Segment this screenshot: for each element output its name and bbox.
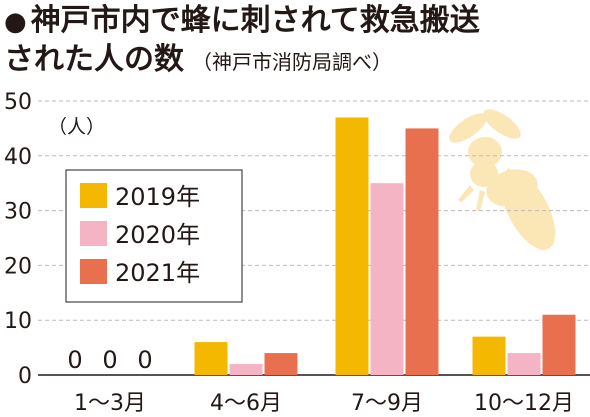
title-bullet: ● xyxy=(4,7,27,37)
y-tick-label: 50 xyxy=(4,90,32,115)
bar xyxy=(264,353,298,375)
bar xyxy=(405,128,439,375)
bar xyxy=(472,336,506,375)
legend: 2019年 2020年 2021年 xyxy=(65,169,243,303)
y-tick-label: 20 xyxy=(4,254,32,279)
zero-value-label: 0 xyxy=(137,346,152,374)
legend-swatch xyxy=(80,183,107,208)
legend-label: 2019年 xyxy=(115,183,200,211)
x-tick-label: 7～9月 xyxy=(351,391,423,416)
chart-title: ● 神戸市内で蜂に刺されて救急搬送 された人の数 （神戸市消防局調べ） xyxy=(4,2,590,81)
legend-label: 2020年 xyxy=(115,221,200,249)
bar xyxy=(507,353,541,375)
title-line-2: された人の数 （神戸市消防局調べ） xyxy=(4,41,590,81)
x-tick-label: 4～6月 xyxy=(210,391,282,416)
y-tick-label: 40 xyxy=(4,145,32,170)
zero-value-label: 0 xyxy=(67,346,82,374)
title-text-1: 神戸市内で蜂に刺されて救急搬送 xyxy=(30,3,480,38)
bar xyxy=(370,183,404,375)
bar xyxy=(335,117,369,375)
bee-icon xyxy=(449,109,556,250)
legend-label: 2021年 xyxy=(115,259,200,287)
x-axis: 1～3月 4～6月 7～9月 10～12月 xyxy=(74,391,574,416)
y-axis: 0 10 20 30 40 50 xyxy=(4,90,32,389)
legend-swatch xyxy=(80,221,107,246)
source-note: （神戸市消防局調べ） xyxy=(192,50,392,74)
bar xyxy=(542,314,576,375)
zero-value-label: 0 xyxy=(102,346,117,374)
bar xyxy=(229,364,263,375)
y-tick-label: 0 xyxy=(18,364,32,389)
x-tick-label: 10～12月 xyxy=(474,391,574,416)
title-line-1: ● 神戸市内で蜂に刺されて救急搬送 xyxy=(4,2,590,41)
legend-swatch xyxy=(80,259,107,284)
title-text-2: された人の数 xyxy=(4,42,184,77)
x-tick-label: 1～3月 xyxy=(74,391,146,416)
y-axis-label: （人） xyxy=(48,116,105,138)
bar xyxy=(194,342,228,375)
y-tick-label: 10 xyxy=(4,309,32,334)
y-tick-label: 30 xyxy=(4,200,32,225)
